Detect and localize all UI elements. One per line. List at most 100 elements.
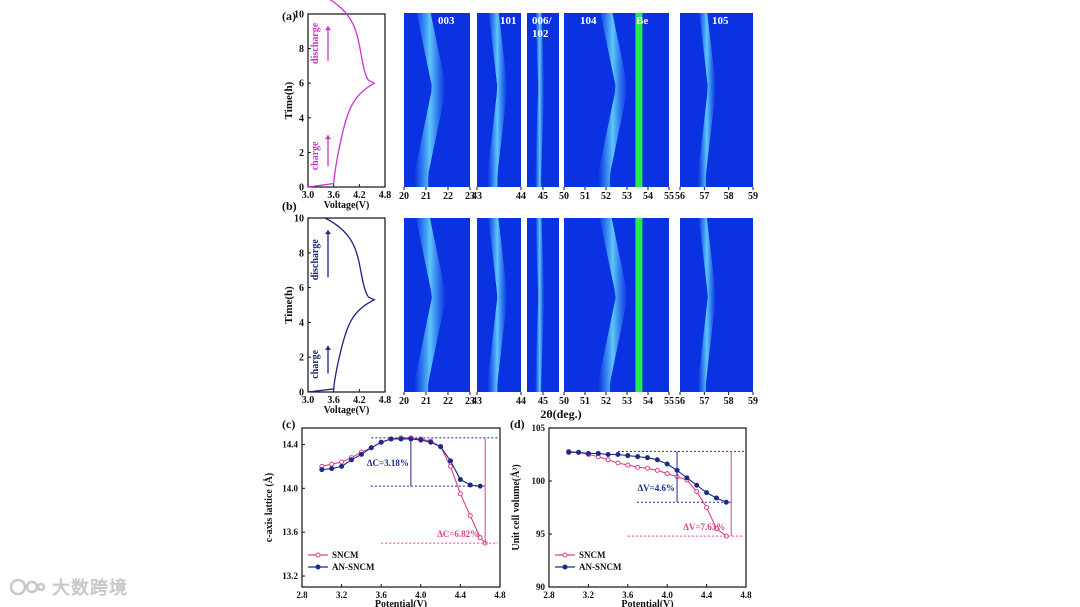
legend-label: SNCM [332,550,359,560]
data-point [477,535,483,541]
discharge-label: discharge [310,239,321,281]
x-tick-label: 3.2 [583,590,595,600]
y-tick-label: 90 [536,582,546,592]
time-tick-label: 10 [294,10,304,21]
data-point [615,452,621,457]
xrd-map-bg-b [680,218,753,392]
legend-marker [562,552,568,558]
voltage-axis-title: Voltage(V) [324,405,370,416]
discharge-arrowhead-a [325,26,331,31]
data-point [595,450,601,456]
map-tick-label: 21 [421,191,431,202]
data-point [654,467,660,473]
chart-frame-c [301,427,501,588]
data-point [635,464,641,470]
voltage-tick-label: 4.8 [379,190,392,201]
delta-annotation-an: ΔC=3.18% [367,458,409,468]
y-tick-label: 14.0 [282,483,298,493]
time-tick-label: 10 [294,214,304,225]
peak-label: 102 [532,28,549,40]
voltage-tick-label: 4.2 [353,190,366,201]
peak-band-105 [697,218,716,392]
x-tick-label: 4.4 [455,590,467,600]
map-tick-label: 53 [622,191,632,202]
peak-label: Be [636,15,648,27]
voltage-profiles [307,0,386,393]
map-tick-label: 20 [399,396,409,407]
voltage-tick-label: 3.6 [327,190,340,201]
x-tick-label: 4.8 [740,590,752,600]
peak-band-006-102 [535,13,545,187]
peak-label: 104 [580,15,597,27]
data-point [418,437,424,443]
data-point [645,465,650,471]
map-tick-label: 51 [580,191,590,202]
y-axis-title: Unit cell volume(Å³) [510,464,522,550]
x-tick-label: 4.0 [662,590,674,600]
watermark-logo-icon [10,578,46,596]
data-point [654,457,660,463]
data-point [704,505,710,510]
peak-label: 105 [712,15,729,27]
peak-band-101 [487,13,508,187]
data-point [319,467,325,473]
be-window-band [635,218,643,392]
map-tick-label: 58 [724,396,734,407]
delta-annotation-sncm: ΔC=6.82% [437,529,479,539]
data-point [428,439,434,445]
data-point [605,457,611,463]
panel-label: (d) [510,417,525,431]
map-tick-label: 22 [443,191,453,202]
legend-marker [315,552,321,558]
data-point [448,463,453,469]
voltage-tick-label: 4.2 [353,395,366,406]
map-tick-label: 54 [643,191,653,202]
delta-annotation-an: ΔV=4.6% [638,483,676,493]
voltage-tick-label: 4.8 [379,395,392,406]
y-tick-label: 105 [532,423,546,433]
voltage-tick-label: 3.6 [327,395,340,406]
time-tick-label: 6 [299,79,304,90]
watermark-text: 大数跨境 [52,578,128,599]
legend-label: SNCM [579,550,606,560]
y-tick-label: 13.2 [282,571,298,581]
chart-frame-d [548,427,747,588]
map-tick-label: 59 [748,191,758,202]
map-tick-label: 58 [724,191,734,202]
peak-label: 101 [500,15,517,27]
map-tick-label: 50 [559,191,569,202]
charge-arrowhead-a [325,135,331,140]
x-tick-label: 2.8 [543,590,555,600]
y-axis-title: c-axis lattice (Å) [263,473,275,542]
map-tick-label: 44 [516,396,526,407]
data-point [625,453,631,459]
data-point [713,526,719,532]
data-point [339,459,345,465]
peak-band-101 [487,218,508,392]
peak-band-003 [414,218,446,392]
map-tick-label: 57 [699,191,709,202]
map-tick-label: 20 [399,191,409,202]
xrd-map-bg-a [680,13,753,187]
legend-label: AN-SNCM [579,562,622,572]
map-tick-label: 54 [643,396,653,407]
peak-band-105 [697,13,716,187]
figure-text: (a) (b) (c) (d) 3.0 3.6 4.2 4.8 0 2 4 6 8 10 Voltage(V… [263,9,758,607]
delta-annotation-sncm: ΔV=7.63% [683,522,725,532]
panel-label: (a) [282,9,296,23]
two-theta-axis-title: 2θ(deg.) [540,407,581,421]
data-point [645,455,650,461]
legend-marker [315,564,321,570]
time-axis-title: Time(h) [283,81,295,119]
time-tick-label: 0 [299,388,304,399]
x-tick-label: 4.8 [494,590,506,600]
time-tick-label: 0 [299,183,304,194]
data-point [635,454,641,460]
voltage-tick-label: 3.0 [302,190,315,201]
map-tick-label: 57 [699,396,709,407]
voltage-time-curve-b [307,217,376,393]
panel-label: (c) [282,417,295,431]
contour-maps [403,13,754,395]
time-axis-title: Time(h) [283,286,295,324]
